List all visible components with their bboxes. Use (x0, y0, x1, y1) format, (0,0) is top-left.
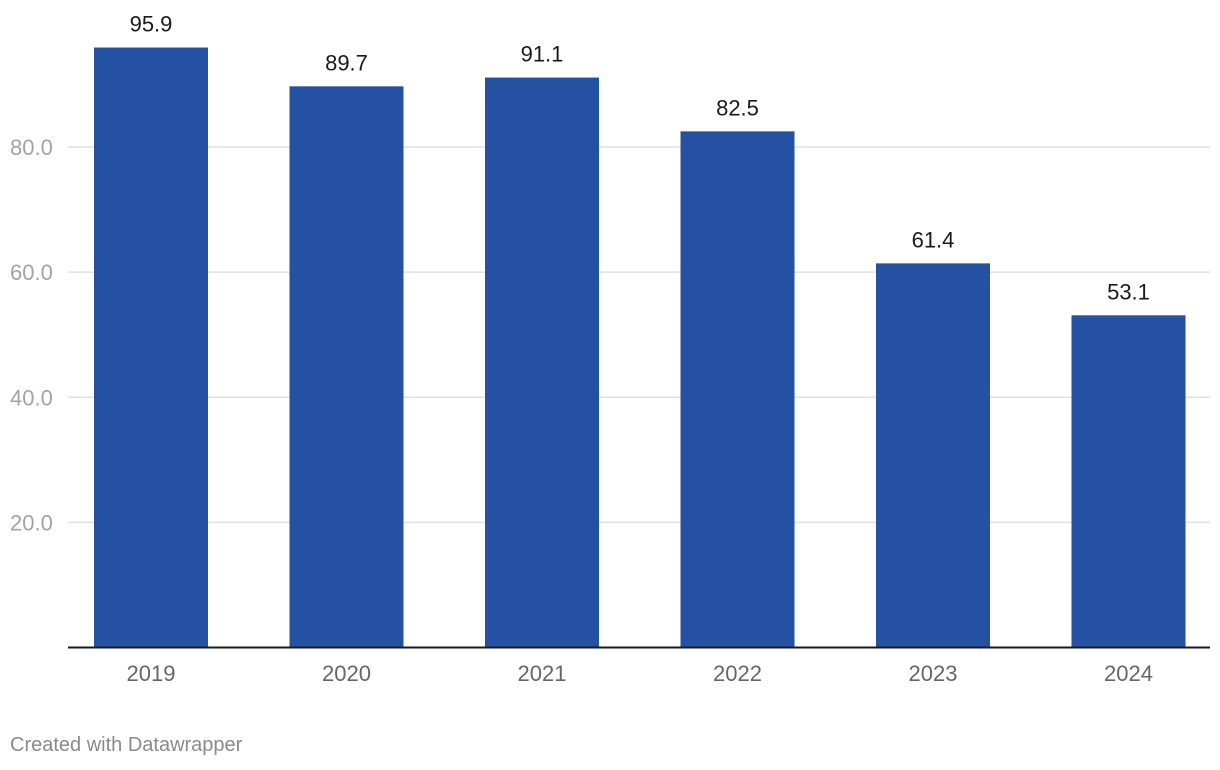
bar (680, 131, 795, 648)
gridlines (68, 146, 1210, 524)
x-tick-label: 2023 (909, 661, 958, 686)
bar (1071, 315, 1186, 648)
x-axis-ticks: 2019 2020 2021 2022 2023 2024 (127, 661, 1153, 686)
bar-value-label: 91.1 (521, 42, 564, 67)
bar-value-label: 89.7 (325, 50, 368, 75)
y-tick-label: 20.0 (10, 510, 53, 535)
bar-value-label: 95.9 (130, 12, 173, 37)
x-tick-label: 2024 (1104, 661, 1153, 686)
bar (94, 47, 208, 648)
x-tick-label: 2019 (127, 661, 176, 686)
bar-value-label: 53.1 (1107, 279, 1150, 304)
datawrapper-credit: Created with Datawrapper (10, 734, 243, 756)
y-tick-label: 60.0 (10, 260, 53, 285)
y-tick-label: 80.0 (10, 135, 53, 160)
x-tick-label: 2020 (322, 661, 371, 686)
bar (876, 263, 990, 648)
bar (289, 86, 404, 648)
bars (94, 47, 1186, 648)
bar-value-label: 61.4 (912, 227, 955, 252)
x-tick-label: 2022 (713, 661, 762, 686)
x-tick-label: 2021 (518, 661, 567, 686)
bar (485, 77, 599, 648)
y-axis-ticks: 20.0 40.0 60.0 80.0 (10, 135, 53, 535)
bar-value-label: 82.5 (716, 95, 759, 120)
bar-value-labels: 95.9 89.7 91.1 82.5 61.4 53.1 (130, 12, 1150, 305)
y-tick-label: 40.0 (10, 385, 53, 410)
